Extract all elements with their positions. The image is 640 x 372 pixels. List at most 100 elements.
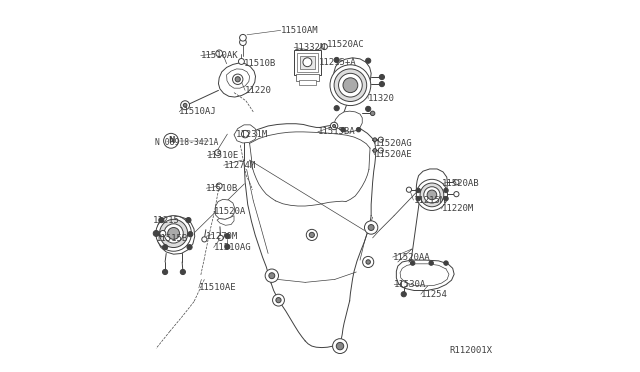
Polygon shape [334,111,362,132]
Circle shape [168,228,180,239]
Bar [296,74,319,81]
Text: 11520AA: 11520AA [392,253,430,262]
Polygon shape [227,69,250,88]
Text: 11332N: 11332N [294,43,326,52]
Circle shape [186,218,191,223]
Text: 11215+A: 11215+A [319,58,357,67]
Circle shape [183,103,187,107]
Circle shape [380,74,385,80]
Circle shape [416,188,420,193]
Text: 11510E: 11510E [207,151,239,160]
Circle shape [401,292,406,297]
Circle shape [187,244,192,250]
Text: 11215: 11215 [152,216,179,225]
Circle shape [321,44,328,49]
Text: 11274M: 11274M [223,161,256,170]
Text: 11520A: 11520A [214,208,246,217]
Circle shape [159,232,164,237]
Circle shape [164,134,179,148]
Circle shape [333,125,335,128]
Circle shape [330,65,371,106]
Circle shape [225,234,230,238]
Text: 11254: 11254 [421,290,448,299]
Circle shape [239,35,246,41]
Circle shape [163,244,168,250]
Circle shape [153,231,159,236]
Text: 11520AE: 11520AE [375,150,412,159]
Circle shape [406,187,412,192]
Circle shape [216,50,223,57]
Circle shape [339,73,362,97]
Polygon shape [333,58,371,94]
Circle shape [159,219,188,247]
Circle shape [356,128,361,132]
Circle shape [429,261,433,265]
Circle shape [273,294,284,306]
Text: 11220M: 11220M [442,205,474,214]
Circle shape [188,232,193,237]
Circle shape [235,77,240,82]
Circle shape [454,192,459,197]
Circle shape [241,131,249,138]
Circle shape [218,235,223,240]
Polygon shape [417,169,447,202]
Circle shape [420,183,444,207]
Bar [298,80,316,85]
Circle shape [309,232,314,237]
Polygon shape [234,125,257,143]
Text: 11510AE: 11510AE [199,283,236,292]
Circle shape [363,256,374,267]
Circle shape [265,269,278,282]
Circle shape [373,138,377,141]
Circle shape [163,269,168,275]
Circle shape [307,230,317,240]
Circle shape [202,237,207,242]
Bar [300,55,315,69]
Text: 11215M: 11215M [413,196,445,205]
Circle shape [156,216,191,251]
Circle shape [444,261,448,265]
Circle shape [427,190,436,200]
Text: 11510B: 11510B [244,59,276,68]
Circle shape [334,106,339,111]
Text: 11515B: 11515B [156,234,188,243]
Circle shape [424,187,440,203]
Circle shape [417,179,447,211]
Circle shape [334,69,367,102]
Text: 11510B: 11510B [206,184,239,193]
Text: 11510AJ: 11510AJ [179,108,217,116]
Text: 11220: 11220 [245,86,272,95]
Circle shape [444,196,448,201]
Text: 11231M: 11231M [236,130,269,140]
Circle shape [454,180,459,185]
Polygon shape [218,63,255,97]
Circle shape [164,224,183,243]
Text: N: N [168,136,174,145]
Circle shape [364,221,378,234]
Circle shape [160,231,166,236]
Circle shape [343,78,358,93]
Circle shape [159,218,164,223]
Circle shape [371,111,375,116]
Text: 11520AG: 11520AG [375,139,412,148]
Text: 11530A: 11530A [394,280,426,289]
Circle shape [180,101,189,110]
Polygon shape [217,216,234,225]
Circle shape [380,81,385,87]
Circle shape [216,183,222,189]
Circle shape [378,148,383,153]
Circle shape [444,188,448,193]
Bar [297,52,318,72]
Circle shape [336,342,344,350]
Circle shape [368,225,374,231]
Text: 11520AC: 11520AC [326,40,364,49]
Text: 11510AK: 11510AK [201,51,238,60]
Circle shape [378,137,383,142]
Circle shape [269,273,275,279]
Polygon shape [396,260,454,291]
Circle shape [232,74,243,84]
Circle shape [303,58,312,67]
Circle shape [239,58,244,64]
Circle shape [416,196,420,201]
Circle shape [365,58,371,63]
